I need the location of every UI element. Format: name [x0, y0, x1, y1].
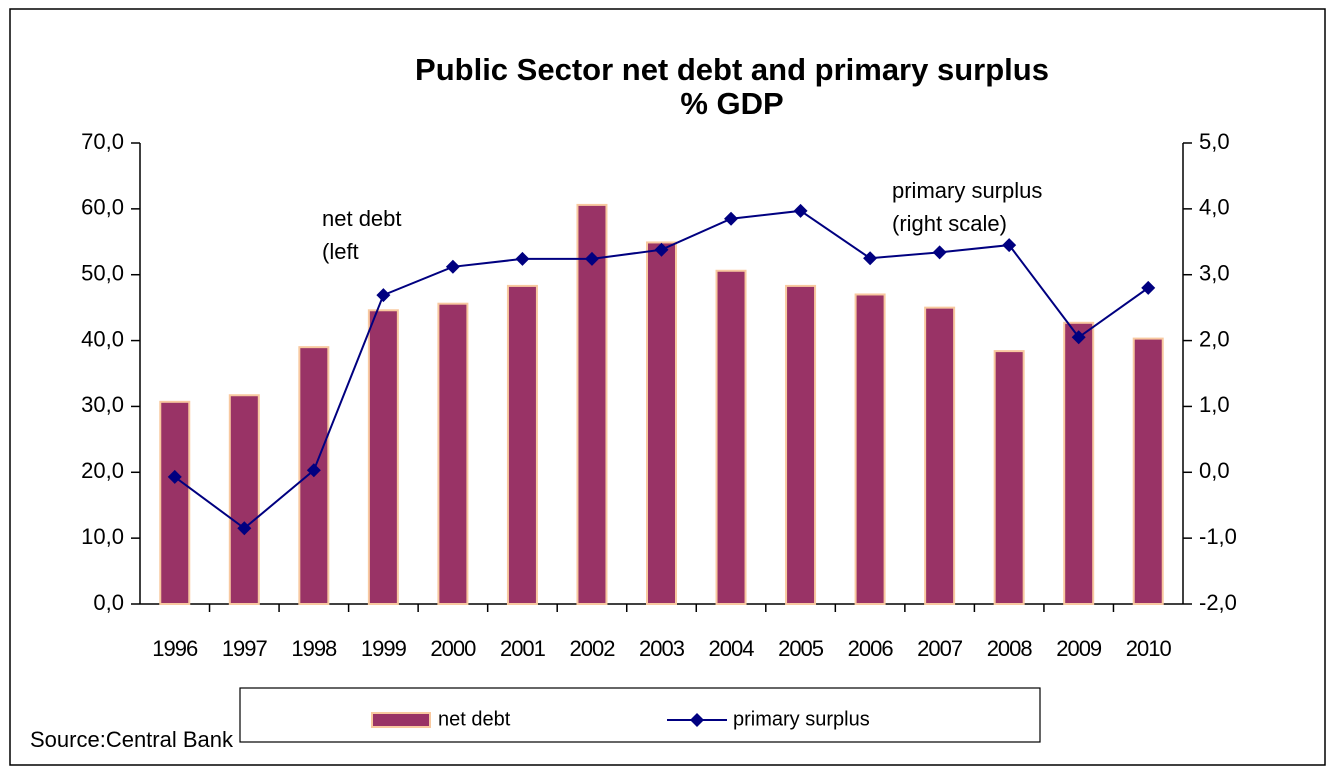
- bar: [646, 241, 677, 606]
- x-tick-label: 1997: [222, 636, 268, 661]
- line-marker: [584, 251, 599, 266]
- bar: [228, 394, 260, 605]
- bar: [506, 284, 538, 605]
- annotation: (left: [322, 239, 359, 264]
- annotation: primary surplus: [892, 178, 1042, 203]
- y-tick-label: 30,0: [81, 392, 124, 417]
- legend-swatch: [371, 712, 431, 728]
- x-tick-label: 2005: [778, 636, 824, 661]
- y2-tick-label: 0,0: [1199, 458, 1230, 483]
- y2-tick-label: 4,0: [1199, 195, 1230, 220]
- annotation: (right scale): [892, 211, 1007, 236]
- line-marker: [932, 245, 947, 260]
- x-tick-label: 1999: [361, 636, 407, 661]
- y-tick-label: 60,0: [81, 195, 124, 220]
- x-tick-label: 1996: [152, 636, 198, 661]
- line-marker: [1071, 330, 1086, 345]
- x-tick-label: 2002: [569, 636, 615, 661]
- legend-label: net debt: [438, 708, 511, 730]
- y-tick-label: 50,0: [81, 261, 124, 286]
- chart-title: Public Sector net debt and primary surpl…: [415, 52, 1049, 87]
- bar: [1132, 337, 1164, 605]
- x-tick-label: 2008: [987, 636, 1033, 661]
- bar: [437, 302, 469, 605]
- y-tick-label: 70,0: [81, 129, 124, 154]
- x-tick-label: 2009: [1056, 636, 1102, 661]
- source-note: Source:Central Bank: [30, 727, 233, 752]
- bar: [1063, 321, 1095, 605]
- y-tick-label: 0,0: [93, 590, 124, 615]
- y2-tick-label: 5,0: [1199, 129, 1230, 154]
- legend-marker: [690, 713, 704, 727]
- line-marker: [654, 242, 669, 257]
- chart-subtitle: % GDP: [680, 86, 783, 121]
- x-tick-label: 2004: [709, 636, 755, 661]
- x-tick-label: 2000: [430, 636, 476, 661]
- line-marker: [1002, 238, 1017, 253]
- y2-tick-label: 2,0: [1199, 326, 1230, 351]
- y2-tick-label: -1,0: [1199, 524, 1237, 549]
- bar: [854, 293, 886, 605]
- y-tick-label: 10,0: [81, 524, 124, 549]
- x-tick-label: 2001: [500, 636, 546, 661]
- y2-tick-label: 3,0: [1199, 261, 1230, 286]
- x-tick-label: 2003: [639, 636, 685, 661]
- line-marker: [863, 251, 878, 266]
- y2-tick-label: -2,0: [1199, 590, 1237, 615]
- bar: [924, 306, 956, 605]
- line-marker: [376, 288, 391, 303]
- line-marker: [306, 463, 321, 478]
- bar: [367, 309, 399, 605]
- legend-label: primary surplus: [733, 708, 870, 730]
- bar: [785, 284, 817, 605]
- x-tick-label: 2010: [1126, 636, 1172, 661]
- line-marker: [167, 469, 182, 484]
- line-marker: [515, 251, 530, 266]
- y-tick-label: 40,0: [81, 326, 124, 351]
- legend-box: [239, 687, 1041, 743]
- annotation: net debt: [322, 206, 402, 231]
- line-marker: [445, 259, 460, 274]
- x-tick-label: 1998: [291, 636, 337, 661]
- x-tick-label: 2006: [848, 636, 894, 661]
- bar: [715, 269, 747, 605]
- y-tick-label: 20,0: [81, 458, 124, 483]
- line-marker: [1141, 280, 1156, 295]
- bar: [993, 350, 1025, 606]
- bar: [576, 203, 608, 606]
- line-marker: [724, 211, 739, 226]
- x-tick-label: 2007: [917, 636, 963, 661]
- bar: [159, 400, 191, 605]
- line-marker: [237, 521, 252, 536]
- y2-tick-label: 1,0: [1199, 392, 1230, 417]
- line-marker: [793, 203, 808, 218]
